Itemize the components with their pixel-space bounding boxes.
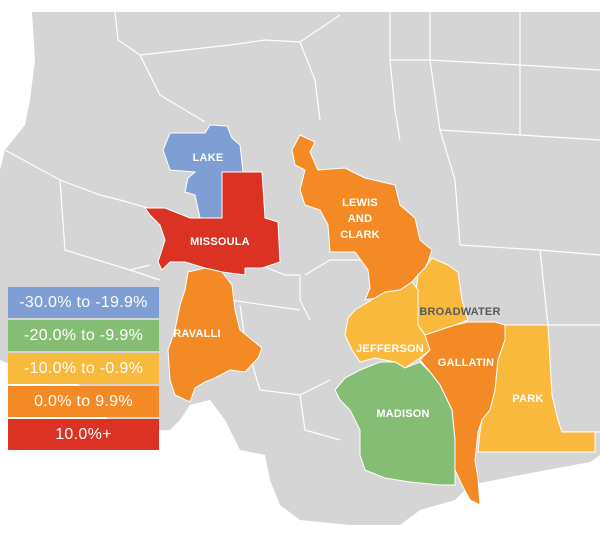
county-madison[interactable]: [334, 361, 456, 486]
label-and: AND: [348, 213, 372, 225]
county-border-lines: [4, 11, 600, 441]
legend-item-blue: -30.0% to -19.9%: [8, 287, 159, 318]
label-gallatin: GALLATIN: [438, 357, 494, 369]
county-park[interactable]: [477, 324, 596, 453]
label-ravalli: RAVALLI: [173, 328, 220, 340]
label-jefferson: JEFFERSON: [356, 343, 424, 355]
county-jefferson[interactable]: [344, 281, 431, 369]
legend-item-green: -20.0% to -9.9%: [8, 320, 159, 351]
legend: -30.0% to -19.9% -20.0% to -9.9% -10.0% …: [8, 287, 159, 452]
label-clark: CLARK: [340, 229, 380, 241]
label-broadwater: BROADWATER: [419, 306, 500, 318]
county-missoula[interactable]: [144, 171, 281, 276]
legend-item-yellow: -10.0% to -0.9%: [8, 353, 159, 384]
county-ravalli[interactable]: [167, 267, 263, 403]
label-lewis: LEWIS: [342, 197, 378, 209]
label-missoula: MISSOULA: [190, 236, 250, 248]
label-park: PARK: [512, 393, 543, 405]
label-lake: LAKE: [193, 152, 224, 164]
label-madison: MADISON: [376, 408, 429, 420]
legend-item-red: 10.0%+: [8, 419, 159, 450]
legend-item-orange: 0.0% to 9.9%: [8, 386, 159, 417]
